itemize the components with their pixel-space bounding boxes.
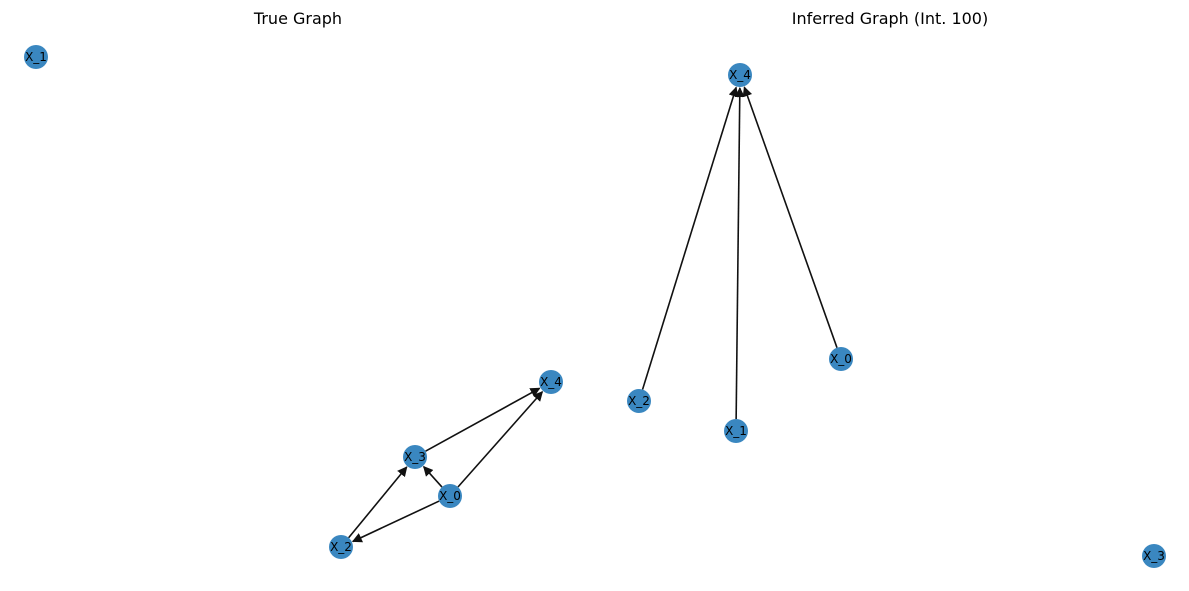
node-circle [627,389,651,413]
node-X_4: X_4 [728,63,752,87]
node-label: X_3 [1143,549,1165,563]
node-circle [724,419,748,443]
edge-X_0-to-X_3 [423,465,443,488]
node-circle [539,370,563,394]
edge-X_2-to-X_3 [348,466,408,539]
node-X_4: X_4 [539,370,563,394]
node-label: X_0 [830,352,852,366]
node-X_3: X_3 [403,445,427,469]
panel-title-true-graph: True Graph [253,9,342,28]
node-circle [1142,544,1166,568]
edge-X_0-to-X_4 [457,390,544,488]
node-X_1: X_1 [724,419,748,443]
node-label: X_4 [540,375,562,389]
node-circle [829,347,853,371]
node-circle [438,484,462,508]
edge-X_0-to-X_2 [351,500,440,543]
node-layer-inferred-graph: X_0 X_1 X_2 X_3 X_4 [627,63,1166,568]
node-X_3: X_3 [1142,544,1166,568]
edge-layer-inferred-graph [641,86,838,420]
node-circle [24,45,48,69]
edge-layer-true-graph [348,387,544,543]
edge-X_2-to-X_4 [641,86,739,390]
edge-X_0-to-X_4 [742,86,838,348]
panel-true-graph: True Graph X_0 X_1 X_2 X_3 X_4 [24,9,563,559]
node-circle [728,63,752,87]
node-X_1: X_1 [24,45,48,69]
edge-X_1-to-X_4 [734,86,745,420]
edge-X_3-to-X_4 [425,387,541,452]
node-X_0: X_0 [438,484,462,508]
node-label: X_4 [729,68,751,82]
node-label: X_3 [404,450,426,464]
node-label: X_1 [25,50,47,64]
node-label: X_0 [439,489,461,503]
node-X_2: X_2 [627,389,651,413]
node-label: X_1 [725,424,747,438]
node-label: X_2 [628,394,650,408]
node-X_0: X_0 [829,347,853,371]
node-label: X_2 [330,540,352,554]
node-layer-true-graph: X_0 X_1 X_2 X_3 X_4 [24,45,563,559]
panel-inferred-graph: Inferred Graph (Int. 100) X_0X_1X_2X_3X_… [627,9,1166,568]
panel-title-inferred-graph: Inferred Graph (Int. 100) [792,9,988,28]
node-circle [329,535,353,559]
node-X_2: X_2 [329,535,353,559]
node-circle [403,445,427,469]
